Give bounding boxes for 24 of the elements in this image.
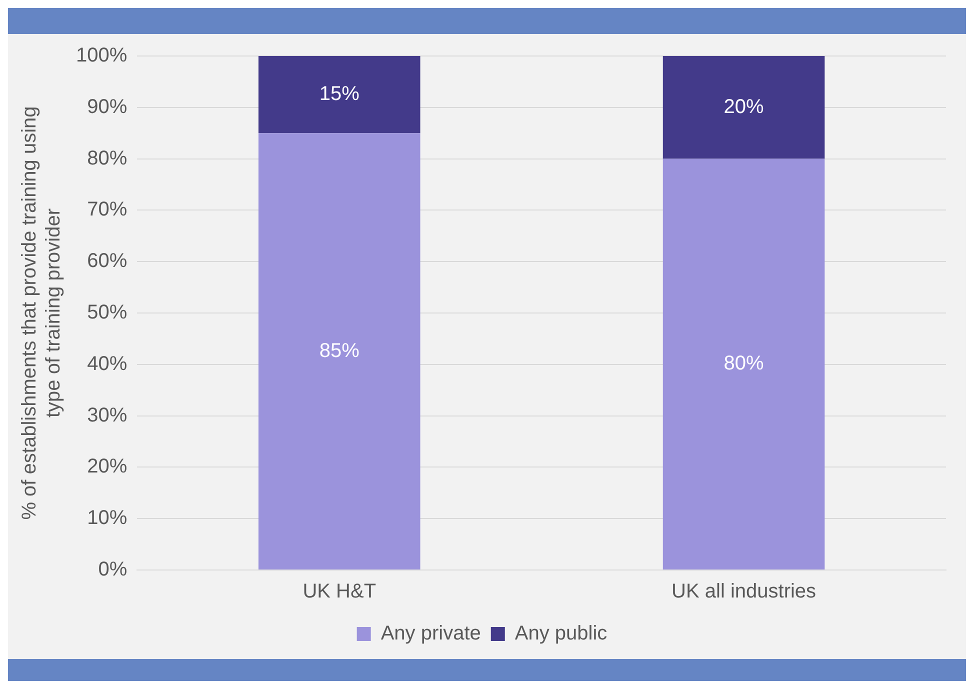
y-tick-label: 0% xyxy=(98,558,128,581)
y-tick-label: 20% xyxy=(87,456,128,478)
data-label: 20% xyxy=(724,96,764,118)
y-tick-label: 70% xyxy=(87,198,128,221)
y-tick-label: 100% xyxy=(76,44,128,67)
y-tick-label: 80% xyxy=(87,147,128,170)
y-tick-label: 60% xyxy=(87,250,128,272)
bar xyxy=(258,56,420,134)
x-tick-label: UK H&T xyxy=(302,580,376,603)
data-label: 85% xyxy=(319,340,360,362)
bar xyxy=(662,56,825,159)
y-tick-label: 40% xyxy=(87,352,128,375)
y-axis-title: % of establishments that provide training using type of training provider xyxy=(18,106,65,520)
y-tick-label: 30% xyxy=(87,404,128,426)
y-tick-label: 90% xyxy=(87,96,128,118)
bar xyxy=(662,158,825,570)
y-tick-label: 50% xyxy=(87,302,128,324)
bar xyxy=(258,133,420,570)
legend-label: Any public xyxy=(514,622,608,645)
x-tick-label: UK all industries xyxy=(672,580,816,603)
legend-label: Any private xyxy=(380,622,481,645)
y-tick-label: 10% xyxy=(87,507,128,530)
data-label: 15% xyxy=(319,83,360,106)
data-label: 80% xyxy=(724,352,764,375)
